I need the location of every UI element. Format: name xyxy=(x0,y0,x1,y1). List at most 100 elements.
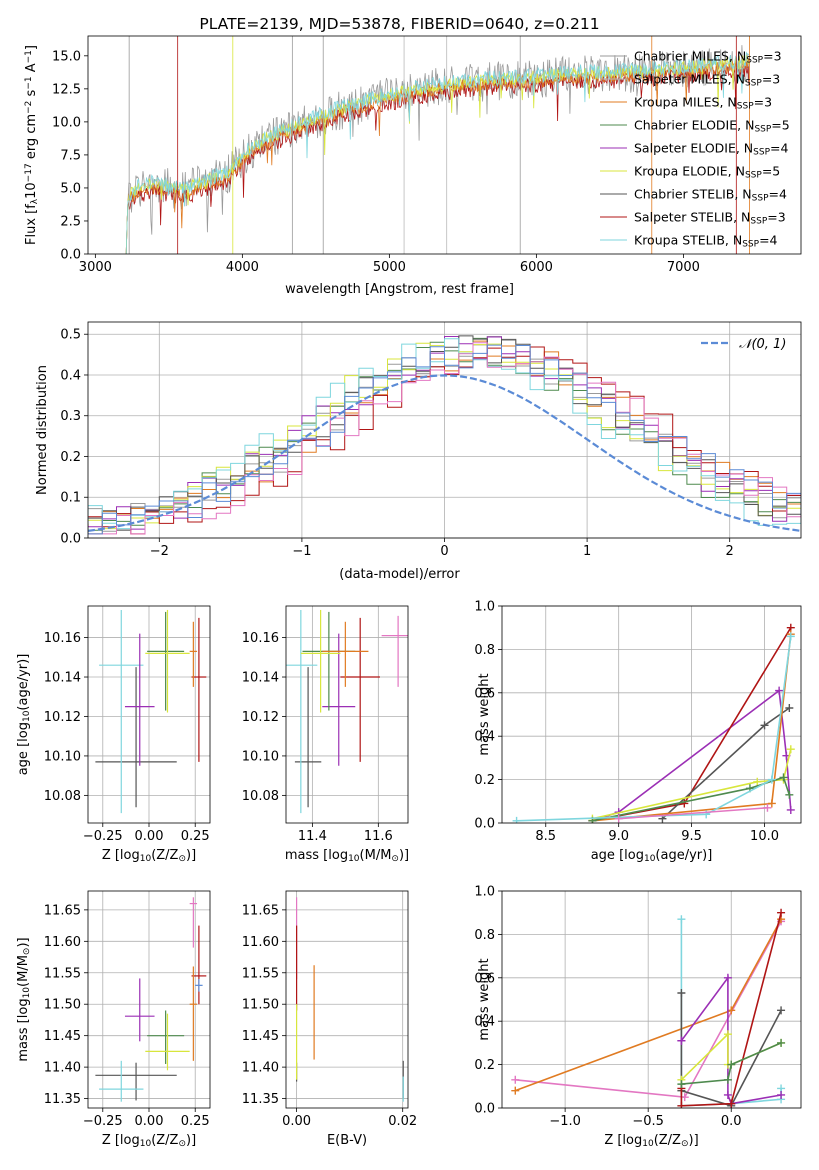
y-tick-label: 10.16 xyxy=(44,631,81,646)
weight-vs-metallicity-panel: −1.0 −0.5 0.0 0.0 0.2 0.4 0.6 0.8 1.0 Z [log10(Z/… xyxy=(474,885,802,1149)
weight-marker xyxy=(786,805,795,814)
label-part: (M/M xyxy=(16,955,31,987)
weight-marker xyxy=(785,703,794,712)
label-part: mass [log xyxy=(285,848,348,863)
legend-sub: SSP xyxy=(746,56,763,66)
axes-frame xyxy=(501,605,802,824)
y-tick-label: 0.2 xyxy=(474,773,495,788)
label-part: ⊙ xyxy=(178,854,186,864)
y-tick-label: 0.6 xyxy=(474,686,495,701)
x-tick-label: 10.0 xyxy=(750,829,779,844)
weight-marker xyxy=(677,915,686,924)
y-axis-label: Normed distribution xyxy=(35,365,50,495)
weight-marker xyxy=(786,745,795,754)
label-part: (M/M xyxy=(360,848,392,863)
weight-marker xyxy=(677,988,686,997)
label-part: A xyxy=(24,63,39,76)
y-tick-label: 0.3 xyxy=(60,409,81,424)
y-tick-label: 0.4 xyxy=(474,1015,495,1030)
y-tick-label: 1.0 xyxy=(474,885,495,900)
weight-marker xyxy=(777,1006,786,1015)
label-part: )] xyxy=(689,1133,699,1148)
y-tick-label: 0.0 xyxy=(60,532,81,547)
y-tick-label: 5.0 xyxy=(60,181,81,196)
axes-frame xyxy=(87,35,802,255)
y-axis-label: mass weight xyxy=(477,673,492,755)
label-part: ⊙ xyxy=(22,948,32,956)
label-part: 10 xyxy=(140,1139,152,1149)
label-part: s xyxy=(24,89,39,100)
y-tick-label: 11.65 xyxy=(44,903,81,918)
y-tick-label: 12.5 xyxy=(52,82,81,97)
plot-area xyxy=(88,335,801,535)
y-tick-label: 11.40 xyxy=(44,1061,81,1076)
x-axis-label: mass [log10(M/M⊙)] xyxy=(285,848,409,864)
label-part: (Z/Z xyxy=(654,1133,681,1148)
legend-suffix: =3 xyxy=(762,72,780,87)
y-tick-label: 11.50 xyxy=(44,998,81,1013)
label-part: )] xyxy=(186,848,196,863)
legend-text: Kroupa STELIB, N xyxy=(634,233,742,248)
legend-entry: Kroupa ELODIE, NSSP=5 xyxy=(634,164,780,181)
weight-marker xyxy=(723,1030,732,1039)
label-part: 10 xyxy=(642,1139,654,1149)
legend-entry: Kroupa STELIB, NSSP=4 xyxy=(634,233,778,250)
label-part: )] xyxy=(399,848,409,863)
label-part: Z [log xyxy=(102,1133,140,1148)
x-tick-label: −2 xyxy=(150,544,169,559)
y-tick-label: 1.0 xyxy=(474,600,495,615)
weight-marker xyxy=(777,1090,786,1099)
legend-text: Kroupa MILES, N xyxy=(634,95,737,110)
x-tick-label: 0 xyxy=(440,544,448,559)
weight-marker xyxy=(723,973,732,982)
spectrum-line xyxy=(125,45,750,254)
x-tick-label: 0.00 xyxy=(282,1114,311,1129)
axes-frame xyxy=(285,605,409,824)
legend-text: Salpeter MILES, N xyxy=(634,72,745,87)
label-part: ⊙ xyxy=(391,854,399,864)
x-tick-label: 11.4 xyxy=(298,829,327,844)
x-axis-label: age [log10(age/yr)] xyxy=(591,848,713,864)
plot-area xyxy=(95,897,207,1102)
y-tick-label: 0.0 xyxy=(474,1102,495,1117)
y-tick-label: 10.14 xyxy=(44,671,81,686)
y-tick-label: 11.55 xyxy=(242,966,279,981)
legend-sub: SSP xyxy=(745,171,762,181)
legend-suffix: =4 xyxy=(759,233,777,248)
weight-marker xyxy=(786,632,795,641)
y-tick-label: 11.55 xyxy=(44,966,81,981)
label-part: )] xyxy=(16,937,31,947)
weight-marker xyxy=(785,790,794,799)
label-part: ] xyxy=(24,45,39,50)
x-tick-label: 9.5 xyxy=(681,829,702,844)
x-tick-label: −0.25 xyxy=(83,829,123,844)
y-tick-label: 10.14 xyxy=(242,671,279,686)
legend-entry: Chabrier ELODIE, NSSP=5 xyxy=(634,118,790,135)
y-tick-label: 10.12 xyxy=(242,710,279,725)
age-vs-metallicity-panel: −0.25 0.00 0.25 10.08 10.10 10.12 10.14 10.16 Z … xyxy=(16,605,211,864)
y-tick-label: 2.5 xyxy=(60,214,81,229)
label-part: )] xyxy=(186,1133,196,1148)
plot-area xyxy=(125,36,750,254)
x-axis-label: Z [log10(Z/Z⊙)] xyxy=(604,1133,698,1149)
x-tick-label: 8.5 xyxy=(535,829,556,844)
x-tick-label: −1.0 xyxy=(549,1114,581,1129)
axes-frame xyxy=(87,321,802,539)
y-tick-label: 10.10 xyxy=(242,749,279,764)
weight-marker xyxy=(777,1038,786,1047)
weight-marker xyxy=(767,775,776,784)
label-part: (Z/Z xyxy=(151,848,178,863)
x-tick-label: 0.0 xyxy=(721,1114,742,1129)
x-tick-label: −0.25 xyxy=(83,1114,123,1129)
weight-line xyxy=(618,807,768,820)
x-tick-label: 5000 xyxy=(373,260,406,275)
x-axis-label: (data-model)/error xyxy=(339,567,460,582)
y-axis-label: mass weight xyxy=(477,958,492,1040)
y-axis-label: age [log10(age/yr)] xyxy=(16,654,32,776)
axes-frame xyxy=(87,605,211,824)
axes-frame xyxy=(285,890,409,1109)
x-tick-label: −0.5 xyxy=(632,1114,664,1129)
weight-vs-age-panel: 8.5 9.0 9.5 10.0 0.0 0.2 0.4 0.6 0.8 1.0 age [log1… xyxy=(474,600,802,864)
x-tick-label: 0.02 xyxy=(388,1114,417,1129)
